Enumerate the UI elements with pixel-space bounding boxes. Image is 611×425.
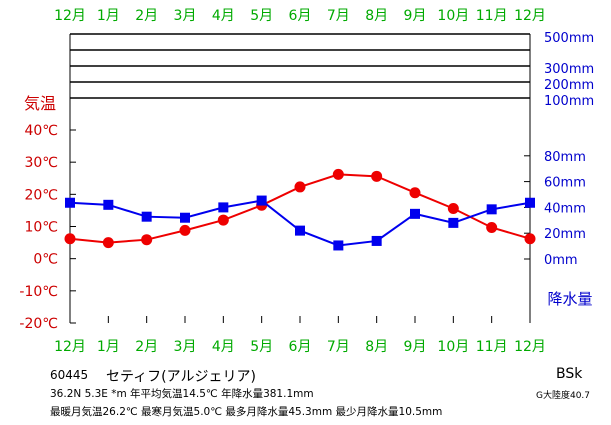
temperature-point: [179, 224, 191, 236]
temperature-series: [64, 168, 536, 249]
month-label-top: 12月: [54, 8, 86, 24]
temperature-point: [371, 170, 383, 182]
continentality-index: G大陸度40.7: [536, 391, 591, 401]
month-label-bottom: 6月: [289, 339, 312, 355]
precipitation-point: [256, 195, 267, 206]
month-label-bottom: 12月: [514, 339, 546, 355]
month-label-bottom: 7月: [327, 339, 350, 355]
month-label-top: 12月: [514, 8, 546, 24]
precipitation-tick-label: 300mm: [544, 62, 594, 77]
station-name: セティフ(アルジェリア): [106, 369, 256, 385]
temperature-point: [447, 202, 459, 214]
precipitation-point: [65, 197, 75, 208]
precipitation-series: [65, 195, 535, 251]
precipitation-point: [141, 211, 152, 222]
temperature-point: [102, 237, 114, 249]
month-label-top: 1月: [97, 8, 120, 24]
precipitation-point: [295, 225, 305, 236]
month-label-bottom: 12月: [54, 339, 86, 355]
month-label-top: 10月: [437, 8, 469, 24]
month-label-top: 11月: [476, 8, 508, 24]
precipitation-tick-label: 80mm: [544, 150, 586, 165]
precipitation-line: [69, 199, 531, 247]
precipitation-tick-label: 0mm: [544, 253, 578, 268]
precipitation-point: [103, 199, 114, 210]
temperature-axis-title: 気温: [24, 94, 56, 113]
precipitation-point: [333, 240, 344, 251]
temperature-tick-label: 30℃: [24, 155, 58, 171]
month-label-bottom: 4月: [212, 339, 235, 355]
month-label-bottom: 3月: [174, 339, 197, 355]
climate-classification: BSk: [556, 366, 583, 382]
month-label-top: 6月: [289, 8, 312, 24]
month-label-top: 2月: [135, 8, 158, 24]
precipitation-tick-label: 200mm: [544, 78, 594, 93]
temperature-point: [64, 233, 76, 245]
temperature-tick-label: -20℃: [19, 316, 58, 332]
month-label-bottom: 1月: [97, 339, 120, 355]
precipitation-point: [486, 204, 497, 215]
precipitation-tick-label: 40mm: [544, 201, 586, 216]
precipitation-tick-label: 20mm: [544, 227, 586, 242]
month-label-top: 7月: [327, 8, 350, 24]
precipitation-tick-label: 60mm: [544, 176, 586, 191]
month-label-bottom: 9月: [404, 339, 427, 355]
temperature-tick-label: 20℃: [24, 187, 58, 203]
precipitation-point: [371, 235, 382, 246]
temperature-tick-label: -10℃: [19, 284, 58, 300]
precipitation-tick-label: 500mm: [544, 31, 594, 46]
temperature-tick-label: 40℃: [24, 123, 58, 139]
temperature-point: [409, 187, 421, 199]
month-label-bottom: 11月: [476, 339, 508, 355]
precipitation-tick-label: 100mm: [544, 94, 594, 109]
temperature-point: [141, 234, 153, 246]
temperature-point: [332, 168, 344, 180]
month-label-top: 3月: [174, 8, 197, 24]
temperature-point: [524, 233, 536, 245]
temperature-tick-label: 10℃: [24, 220, 58, 236]
month-label-bottom: 8月: [365, 339, 388, 355]
precipitation-axis-title: 降水量: [547, 290, 592, 308]
station-id: 60445: [50, 368, 89, 382]
month-label-bottom: 2月: [135, 339, 158, 355]
month-label-top: 5月: [250, 8, 273, 24]
precipitation-point: [180, 212, 190, 223]
month-label-bottom: 5月: [250, 339, 273, 355]
month-label-top: 8月: [365, 8, 388, 24]
station-coords-line: 36.2N 5.3E *m 年平均気温14.5℃ 年降水量381.1mm: [50, 388, 314, 400]
precipitation-point: [410, 208, 420, 219]
precipitation-point: [525, 197, 535, 208]
month-label-top: 9月: [404, 8, 427, 24]
station-extremes-line: 最暖月気温26.2℃ 最寒月気温5.0℃ 最多月降水量45.3mm 最少月降水量…: [50, 406, 443, 418]
temperature-tick-label: 0℃: [33, 252, 58, 268]
month-label-bottom: 10月: [437, 339, 469, 355]
temperature-point: [294, 181, 306, 193]
precipitation-point: [448, 217, 459, 228]
month-label-top: 4月: [212, 8, 235, 24]
temperature-point: [217, 214, 229, 226]
temperature-point: [486, 221, 498, 233]
chart-frame: 40℃ 30℃ 20℃ 10℃ 0℃ -10℃ -20℃ 気温 80mm 60mm 40mm 20mm…: [19, 8, 594, 355]
precipitation-point: [218, 202, 229, 213]
